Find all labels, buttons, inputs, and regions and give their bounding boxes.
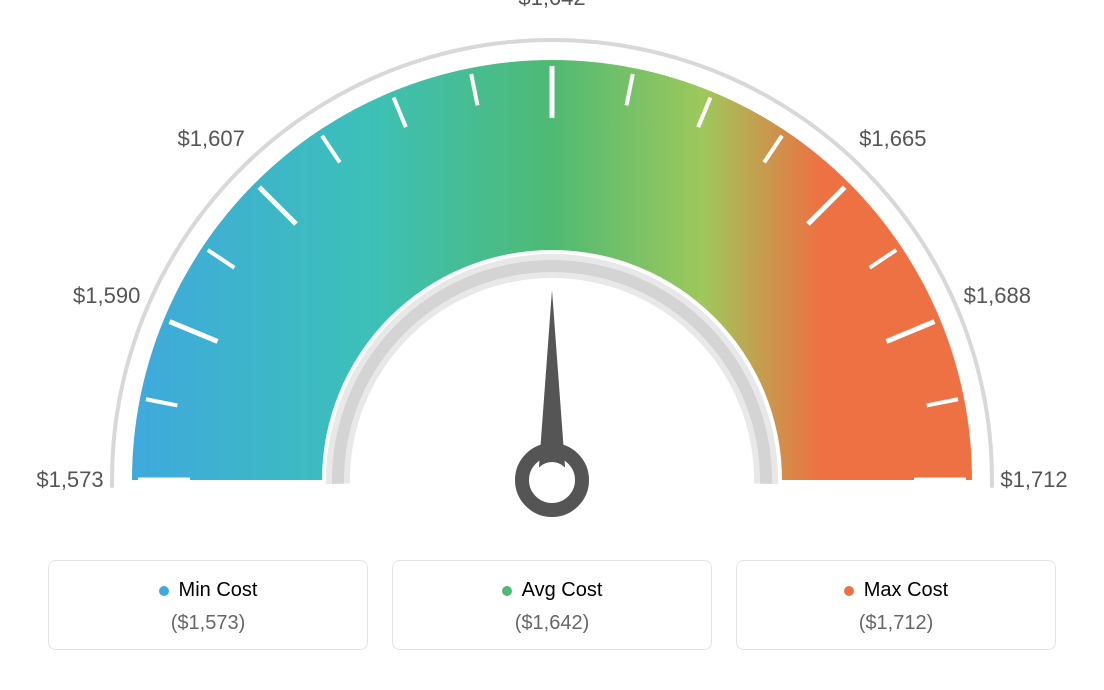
- legend-title-max: Max Cost: [844, 579, 948, 602]
- legend-title-min: Min Cost: [159, 579, 258, 602]
- legend-card-max: Max Cost ($1,712): [736, 560, 1056, 650]
- gauge-tick-label: $1,688: [964, 283, 1031, 309]
- legend-row: Min Cost ($1,573) Avg Cost ($1,642) Max …: [20, 560, 1084, 650]
- gauge-tick-label: $1,665: [859, 126, 926, 152]
- dot-min-icon: [159, 586, 169, 596]
- gauge-tick-label: $1,590: [73, 283, 140, 309]
- gauge-tick-label: $1,712: [1000, 467, 1067, 493]
- legend-card-avg: Avg Cost ($1,642): [392, 560, 712, 650]
- legend-card-min: Min Cost ($1,573): [48, 560, 368, 650]
- legend-avg-value: ($1,642): [415, 612, 689, 635]
- legend-max-label: Max Cost: [864, 579, 948, 602]
- gauge-tick-label: $1,642: [518, 0, 585, 11]
- legend-title-avg: Avg Cost: [502, 579, 603, 602]
- gauge-tick-label: $1,573: [36, 467, 103, 493]
- gauge-chart: $1,573$1,590$1,607$1,642$1,665$1,688$1,7…: [22, 20, 1082, 540]
- gauge-tick-label: $1,607: [178, 126, 245, 152]
- legend-max-value: ($1,712): [759, 612, 1033, 635]
- gauge-svg: [22, 20, 1082, 540]
- dot-avg-icon: [502, 586, 512, 596]
- legend-avg-label: Avg Cost: [522, 579, 603, 602]
- dot-max-icon: [844, 586, 854, 596]
- legend-min-value: ($1,573): [71, 612, 345, 635]
- legend-min-label: Min Cost: [179, 579, 258, 602]
